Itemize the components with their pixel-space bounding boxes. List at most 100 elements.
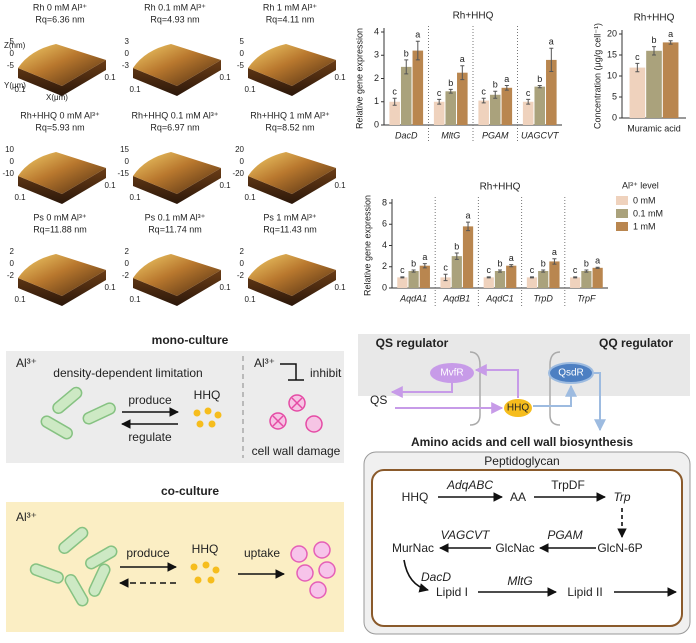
roughness: Rq=11.74 nm	[148, 224, 202, 234]
node: GlcN-6P	[597, 541, 642, 555]
panel-title: QS regulator	[376, 336, 449, 350]
panel-title: Rh+HHQ 1 mM Al³⁺	[250, 110, 330, 120]
membrane	[549, 351, 561, 426]
roughness: Rq=4.93 nm	[150, 14, 199, 24]
z-tick-label: 0	[125, 259, 130, 268]
xy-tick-label: 0.1	[104, 181, 116, 190]
significance-letter: b	[454, 241, 459, 251]
bar	[457, 72, 468, 125]
error-bar	[595, 266, 600, 269]
node: AA	[510, 490, 526, 504]
damaged-cells	[269, 394, 323, 433]
error-bar	[504, 84, 509, 91]
bar	[408, 271, 419, 288]
legend-label: 1 mM	[633, 221, 656, 231]
node: GlcNac	[495, 541, 534, 555]
error-bar	[573, 276, 578, 279]
xy-tick-label: 0.1	[14, 85, 26, 94]
panel-title: co-culture	[161, 484, 219, 498]
error-bar	[537, 84, 542, 89]
surface	[18, 254, 106, 296]
significance-letter: c	[481, 87, 486, 97]
y-tick-label: 5	[612, 91, 617, 101]
x-tick-label: TrpF	[577, 293, 596, 303]
z-tick-label: 0	[240, 49, 245, 58]
xy-tick-label: 0.1	[129, 295, 141, 304]
x-tick-label: AqdA1	[399, 293, 427, 303]
label: inhibit	[310, 366, 342, 380]
significance-letter: c	[526, 88, 531, 98]
chart-title: Rh+HHQ	[453, 11, 494, 22]
legend-swatch	[616, 209, 628, 218]
bar	[646, 50, 662, 118]
y-tick-label: 20	[607, 28, 617, 38]
error-bar	[400, 276, 405, 279]
bar	[412, 50, 424, 125]
error-bar	[529, 276, 534, 279]
label: produce	[126, 546, 170, 560]
x-tick-label: AqdC1	[485, 293, 514, 303]
error-bar	[460, 65, 465, 81]
z-tick-label: 0	[125, 49, 130, 58]
roughness: Rq=11.43 nm	[263, 224, 317, 234]
label: density-dependent limitation	[53, 366, 202, 380]
bar	[433, 101, 445, 125]
significance-letter: a	[466, 211, 471, 221]
z-tick-label: 0	[240, 157, 245, 166]
panel-title: Rh 1 mM Al³⁺	[263, 2, 318, 12]
y-tick-label: 15	[607, 49, 617, 59]
roughness: Rq=4.11 nm	[266, 14, 315, 24]
y-tick-label: 8	[382, 197, 387, 207]
significance-letter: c	[392, 87, 397, 97]
legend-swatch	[616, 196, 628, 205]
z-tick-label: 5	[10, 37, 15, 46]
significance-letter: c	[437, 88, 442, 98]
hhq-dots	[193, 407, 222, 428]
surface-side	[18, 168, 106, 204]
surface-side	[133, 168, 221, 204]
error-bar	[526, 98, 531, 105]
surface-side	[133, 270, 221, 306]
axis-label: Y(μm)	[4, 81, 26, 90]
significance-letter: b	[497, 258, 502, 268]
y-tick-label: 0	[374, 119, 379, 129]
significance-letter: a	[595, 256, 600, 266]
bar	[419, 265, 430, 288]
surface-side	[18, 60, 106, 96]
z-tick-label: 2	[10, 247, 15, 256]
cell-wall	[371, 469, 683, 627]
significance-letter: b	[541, 258, 546, 268]
bar	[494, 271, 506, 288]
x-tick-label: AqdB1	[442, 293, 470, 303]
significance-letter: a	[460, 54, 465, 64]
significance-letter: b	[404, 48, 409, 58]
xy-tick-label: 0.1	[334, 73, 346, 82]
bar	[397, 277, 408, 288]
inhibit-bar	[280, 363, 304, 381]
panel-title: QQ regulator	[599, 336, 673, 350]
legend-swatch	[616, 222, 628, 231]
z-tick-label: -20	[232, 169, 244, 178]
bacteria	[29, 526, 118, 607]
panel-title: Ps 0.1 mM Al³⁺	[145, 212, 206, 222]
label: HHQ	[192, 542, 219, 556]
surface	[133, 254, 221, 296]
x-tick-label: DacD	[395, 130, 418, 140]
surface	[18, 44, 106, 86]
error-bar	[541, 269, 546, 273]
xy-tick-label: 0.1	[244, 85, 256, 94]
surface-side	[18, 270, 106, 306]
bar	[462, 226, 474, 288]
x-tick-label: TrpD	[534, 293, 554, 303]
error-bar	[635, 62, 640, 73]
bar	[538, 271, 549, 288]
label: cell wall damage	[252, 444, 341, 458]
mvfr-node	[430, 363, 474, 383]
xy-tick-label: 0.1	[104, 73, 116, 82]
bar	[501, 87, 513, 125]
error-bar	[509, 264, 514, 268]
arrow	[390, 383, 453, 398]
surface	[248, 44, 336, 86]
error-bar	[498, 269, 502, 273]
